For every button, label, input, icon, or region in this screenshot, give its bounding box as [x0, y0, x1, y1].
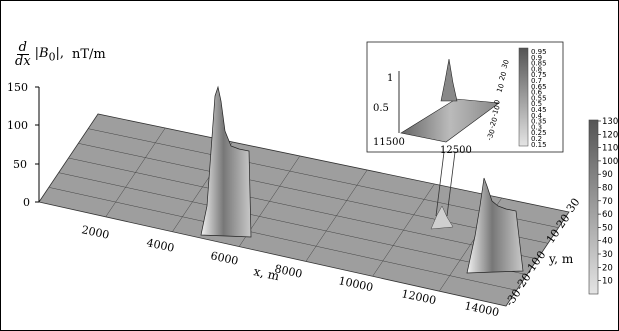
derivative-fraction: d dx: [15, 41, 31, 68]
x-tick-4000: 4000: [145, 236, 175, 255]
z-tick-50: 50: [13, 158, 27, 171]
grid-line-y: [58, 172, 528, 275]
inset-colorbar-tick-label: 0.7: [531, 77, 542, 85]
colorbar-tick-label: 120: [602, 130, 618, 140]
colorbar-tick-label: 20: [602, 263, 613, 273]
colorbar-tick-label: 100: [602, 157, 618, 167]
inset-colorbar-tick-label: 0.15: [531, 141, 547, 149]
colorbar-main-ticks: 130 120 110 100 90 80 70 60 50 40 30 20 10: [598, 117, 618, 287]
colorbar-tick-label: 90: [602, 170, 613, 180]
field-magnitude-expr: |B0|,: [35, 46, 64, 64]
colorbar-tick-label: 60: [602, 210, 613, 220]
grid-line-y: [78, 143, 549, 244]
inset-colorbar-tick-label: 0.6: [531, 89, 543, 97]
field-subscript: 0: [48, 50, 56, 64]
inset-colorbar-tick-label: 0.25: [531, 129, 547, 137]
inset-y-tick-label: -30: [485, 128, 496, 141]
x-tick-6000: 6000: [209, 249, 239, 268]
z-tick-150: 150: [7, 81, 28, 94]
x-tick-2000: 2000: [80, 223, 110, 242]
derivative-numerator: d: [16, 40, 29, 55]
grid-line-y: [68, 157, 538, 260]
inset-colorbar-tick-label: 0.75: [531, 71, 547, 79]
inset-z-tick-1: 1: [387, 73, 393, 84]
inset-colorbar-tick-label: 0.8: [531, 65, 542, 73]
field-symbol: |B: [34, 45, 49, 61]
colorbar-inset-ticks: 0.950.90.850.80.750.70.650.60.550.50.450…: [531, 48, 547, 149]
x-axis-label: x, m: [252, 264, 281, 283]
inset-leader-left: [435, 151, 445, 217]
colorbar-tick-label: 50: [602, 223, 613, 233]
inset-colorbar-tick-label: 0.65: [531, 83, 547, 91]
inset-colorbar-tick-label: 0.4: [531, 112, 543, 120]
y-axis-label: y, m: [548, 252, 574, 266]
colorbar-inset: [518, 47, 529, 147]
inset-colorbar-tick-label: 0.55: [531, 94, 547, 102]
derivative-denominator: dx: [15, 54, 31, 69]
inset-y-tick-label: 20: [498, 71, 509, 82]
colorbar-tick-label: 40: [602, 237, 613, 247]
colorbar-tick-label: 130: [602, 117, 618, 127]
inset-colorbar-tick-label: 0.2: [531, 135, 542, 143]
inset-x-tick-11500: 11500: [373, 137, 405, 148]
inset-y-tick-label: -10: [490, 104, 501, 117]
z-axis: 150 100 50 0: [7, 81, 40, 209]
inset-colorbar-tick-label: 0.95: [531, 48, 547, 56]
z-axis-unit: nT/m: [72, 47, 106, 62]
inset-y-tick-label: 0: [493, 99, 502, 106]
inset-colorbar-tick-label: 0.35: [531, 118, 547, 126]
colorbar-tick-label: 70: [602, 197, 613, 207]
surface-peak-2: [466, 177, 524, 274]
inset-colorbar-tick-label: 0.9: [531, 54, 542, 62]
inset-y-tick-label: 10: [495, 83, 506, 94]
surface-peak-1: [200, 85, 252, 238]
z-axis-label: d dx |B0|, nT/m: [15, 41, 106, 68]
inset-surface: [400, 98, 500, 143]
x-tick-12000: 12000: [400, 287, 437, 307]
colorbar-main: 130 120 110 100 90 80 70 60 50 40 30 20 10: [588, 117, 618, 295]
z-tick-0: 0: [23, 196, 30, 209]
grid-line-y: [48, 187, 517, 291]
inset-colorbar-tick-label: 0.45: [531, 106, 547, 114]
inset-colorbar-tick-label: 0.85: [531, 60, 547, 68]
inset-colorbar-tick-label: 0.3: [531, 123, 542, 131]
inset-y-tick-label: -20: [488, 116, 499, 129]
colorbar-tick-label: 10: [602, 277, 613, 287]
inset-y-tick-label: 30: [500, 59, 511, 70]
inset-z-tick-0-5: 0.5: [373, 103, 389, 114]
inset-leader-right: [446, 151, 456, 217]
x-tick-8000: 8000: [273, 262, 303, 281]
inset-colorbar-tick-label: 0.5: [531, 100, 542, 108]
x-tick-10000: 10000: [337, 274, 374, 294]
inset-box: [366, 41, 564, 153]
colorbar-tick-label: 110: [602, 144, 618, 154]
field-close: |,: [55, 45, 64, 61]
colorbar-tick-label: 80: [602, 184, 613, 194]
surface-peak-3: [430, 205, 454, 230]
inset-peak: [440, 58, 458, 102]
z-tick-100: 100: [7, 119, 28, 132]
inset-x-tick-12500: 12500: [440, 145, 472, 156]
colorbar-tick-label: 30: [602, 250, 613, 260]
